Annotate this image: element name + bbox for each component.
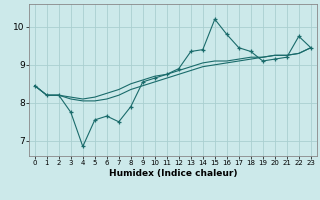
X-axis label: Humidex (Indice chaleur): Humidex (Indice chaleur): [108, 169, 237, 178]
